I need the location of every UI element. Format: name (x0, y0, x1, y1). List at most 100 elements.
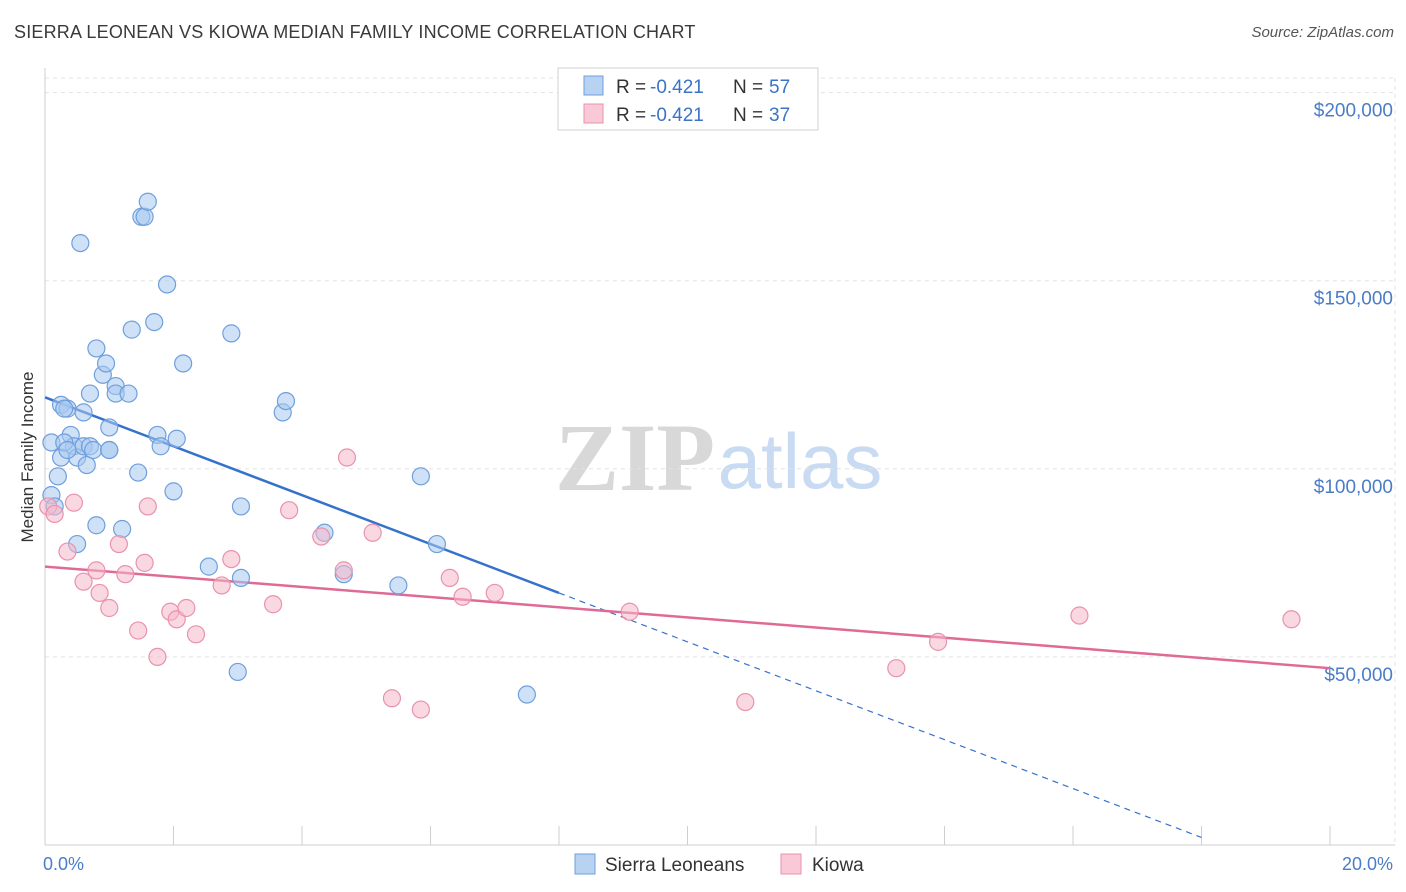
sierra-leonean-point-25 (112, 519, 132, 539)
correlation-legend: R = -0.421 N = 57 R = -0.421 N = 37 (557, 67, 819, 131)
sierra-leonean-point-45 (276, 391, 296, 411)
sierra-leonean-point-40 (222, 324, 241, 343)
legend-swatch-pink (583, 103, 604, 124)
kiowa-point-16 (177, 598, 196, 618)
kiowa-trend-line (44, 565, 1331, 670)
sierra-leonean-point-51 (517, 685, 536, 704)
kiowa-point-3 (64, 493, 84, 512)
series-legend: Sierra Leoneans Kiowa (574, 853, 864, 876)
sierra-leonean-point-42 (231, 568, 251, 588)
sierra-leonean-point-53 (55, 399, 74, 418)
sierra-leonean-point-22 (100, 418, 119, 437)
sierra-leonean-point-14 (80, 384, 100, 403)
kiowa-point-32 (736, 692, 755, 712)
kiowa-point-28 (440, 568, 459, 588)
legend-swatch-blue (583, 75, 604, 96)
kiowa-point-30 (485, 583, 504, 603)
y-tick-label-0: $200,000 (1314, 101, 1393, 122)
kiowa-point-29 (453, 587, 472, 606)
data-points (39, 192, 1301, 719)
sierra-leonean-point-12 (74, 403, 93, 422)
sierra-leonean-point-41 (228, 662, 247, 682)
sierra-leonean-point-34 (151, 437, 170, 456)
sierra-leonean-point-30 (135, 207, 154, 226)
y-axis-label: Median Family Income (18, 371, 37, 542)
sierra-leonean-point-31 (138, 192, 157, 211)
sierra-leonean-point-17 (87, 516, 106, 535)
kiowa-point-9 (116, 565, 135, 584)
kiowa-point-7 (100, 598, 119, 618)
legend-n-value-blue: 57 (769, 77, 790, 98)
kiowa-point-21 (280, 501, 299, 520)
sierra-leonean-point-36 (164, 482, 183, 501)
x-tick-label-start: 0.0% (43, 854, 84, 874)
sierra-leonean-point-48 (389, 576, 408, 595)
sierra-leonean-point-56 (58, 440, 77, 460)
bottom-legend-label-blue: Sierra Leoneans (605, 855, 744, 876)
kiowa-point-34 (928, 632, 948, 651)
kiowa-point-1 (45, 504, 64, 524)
watermark-atlas: atlas (718, 417, 883, 505)
watermark-zip: ZIP (555, 404, 715, 511)
sierra-leonean-point-39 (199, 557, 218, 576)
bottom-legend-swatch-pink (780, 853, 802, 875)
sierra-leonean-point-13 (77, 455, 96, 475)
kiowa-point-18 (212, 576, 231, 595)
kiowa-point-17 (186, 625, 206, 644)
source-label: Source: ZipAtlas.com (1251, 24, 1394, 41)
legend-r-label-blue: R = (616, 77, 646, 98)
kiowa-point-25 (363, 523, 382, 542)
kiowa-point-13 (148, 647, 167, 667)
sierra-leonean-point-28 (129, 463, 148, 482)
kiowa-point-31 (620, 602, 639, 621)
y-tick-label-1: $150,000 (1314, 289, 1393, 310)
sierra-leonean-point-37 (167, 429, 186, 448)
kiowa-point-20 (263, 595, 283, 614)
legend-n-label-blue: N = (733, 77, 763, 98)
sierra-leonean-point-50 (427, 534, 447, 554)
kiowa-point-2 (58, 542, 77, 561)
kiowa-point-19 (222, 549, 241, 569)
sierra-leonean-point-20 (96, 354, 116, 373)
kiowa-point-36 (1282, 610, 1301, 629)
sierra-leonean-point-32 (145, 312, 164, 332)
sierra-leonean-point-27 (122, 320, 141, 339)
kiowa-point-22 (312, 527, 331, 546)
kiowa-point-11 (135, 553, 154, 572)
sierra-leonean-point-18 (87, 339, 106, 358)
kiowa-point-10 (129, 621, 148, 640)
legend-r-label-pink: R = (616, 105, 646, 126)
sierra-leonean-point-52 (71, 233, 90, 253)
chart-title: SIERRA LEONEAN VS KIOWA MEDIAN FAMILY IN… (14, 22, 696, 42)
legend-r-value-pink: -0.421 (650, 105, 704, 126)
y-tick-label-2: $100,000 (1314, 477, 1393, 498)
trend-lines (44, 396, 1331, 839)
kiowa-point-24 (337, 448, 357, 467)
kiowa-point-23 (334, 561, 353, 580)
kiowa-point-35 (1070, 606, 1089, 625)
sierra-leonean-point-16 (84, 440, 103, 460)
y-tick-label-3: $50,000 (1324, 665, 1393, 686)
kiowa-point-4 (74, 572, 93, 591)
sierra-leonean-point-35 (157, 275, 177, 294)
kiowa-point-8 (109, 534, 128, 554)
sierra-leonean-point-3 (48, 467, 67, 486)
legend-r-value-blue: -0.421 (650, 77, 704, 98)
sierra-leonean-point-49 (411, 467, 430, 486)
legend-n-label-pink: N = (733, 105, 763, 126)
sierra-leonean-point-26 (119, 384, 138, 403)
sierra-leonean-point-38 (174, 354, 193, 373)
kiowa-point-5 (87, 561, 106, 580)
kiowa-point-6 (90, 583, 109, 603)
sierra-leonean-point-43 (231, 497, 251, 516)
kiowa-point-33 (887, 659, 906, 678)
kiowa-point-27 (411, 700, 430, 719)
axes: $200,000 $150,000 $100,000 $50,000 0.0% 20.0% (43, 68, 1395, 874)
x-tick-label-end: 20.0% (1342, 854, 1393, 874)
bottom-legend-swatch-blue (574, 853, 596, 875)
kiowa-point-26 (382, 689, 402, 708)
sierra-leonean-trend-line (44, 396, 560, 595)
sierra-leonean-point-55 (100, 440, 119, 460)
kiowa-point-12 (138, 497, 157, 516)
